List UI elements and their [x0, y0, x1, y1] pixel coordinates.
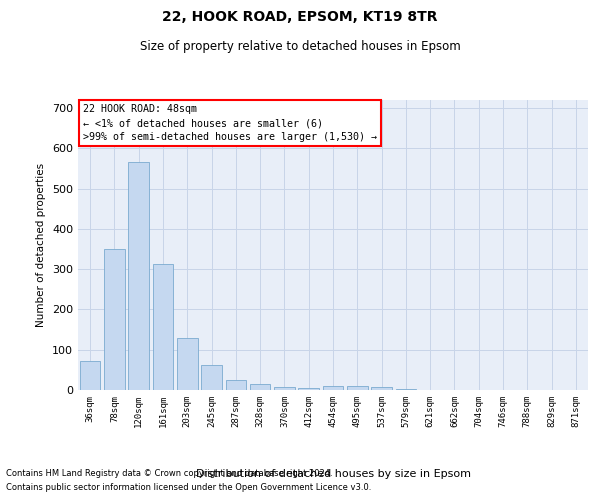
Bar [104, 249, 125, 390]
Bar [201, 365, 222, 390]
Text: Size of property relative to detached houses in Epsom: Size of property relative to detached ho… [140, 40, 460, 53]
Bar [371, 387, 392, 390]
Bar [177, 338, 197, 390]
X-axis label: Distribution of detached houses by size in Epsom: Distribution of detached houses by size … [196, 469, 470, 479]
Bar [298, 388, 319, 390]
Bar [250, 384, 271, 390]
Bar [347, 386, 368, 390]
Bar [323, 386, 343, 390]
Bar [226, 380, 246, 390]
Bar [395, 389, 416, 390]
Bar [80, 361, 100, 390]
Bar [152, 264, 173, 390]
Text: 22, HOOK ROAD, EPSOM, KT19 8TR: 22, HOOK ROAD, EPSOM, KT19 8TR [162, 10, 438, 24]
Text: Contains public sector information licensed under the Open Government Licence v3: Contains public sector information licen… [6, 484, 371, 492]
Text: Contains HM Land Registry data © Crown copyright and database right 2024.: Contains HM Land Registry data © Crown c… [6, 468, 332, 477]
Y-axis label: Number of detached properties: Number of detached properties [37, 163, 46, 327]
Text: 22 HOOK ROAD: 48sqm
← <1% of detached houses are smaller (6)
>99% of semi-detach: 22 HOOK ROAD: 48sqm ← <1% of detached ho… [83, 104, 377, 142]
Bar [274, 387, 295, 390]
Bar [128, 162, 149, 390]
